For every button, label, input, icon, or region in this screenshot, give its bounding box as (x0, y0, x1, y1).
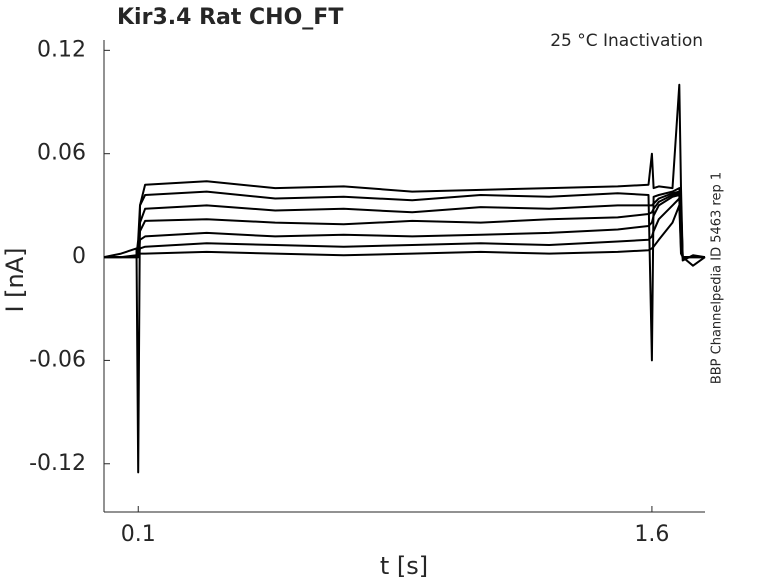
y-tick-label: -0.06 (29, 347, 86, 372)
trace (104, 194, 705, 259)
trace (103, 83, 706, 474)
y-tick-label: 0 (72, 244, 86, 269)
side-note: BBP Channelpedia ID 5463 rep 1 (710, 172, 725, 384)
y-axis-label: I [nA] (1, 247, 29, 312)
chart-title: Kir3.4 Rat CHO_FT (117, 5, 343, 30)
y-tick-label: -0.12 (29, 451, 86, 476)
y-tick-label: 0.12 (37, 37, 86, 62)
trace (104, 187, 706, 362)
x-tick-label: 1.6 (634, 522, 669, 547)
x-tick-label: 0.1 (121, 522, 156, 547)
annotation: 25 °C Inactivation (550, 31, 703, 51)
trace (104, 204, 705, 259)
x-axis-label: t [s] (380, 552, 428, 580)
trace (104, 192, 705, 259)
trace (104, 197, 705, 259)
trace (104, 190, 705, 259)
y-tick-label: 0.06 (37, 141, 86, 166)
